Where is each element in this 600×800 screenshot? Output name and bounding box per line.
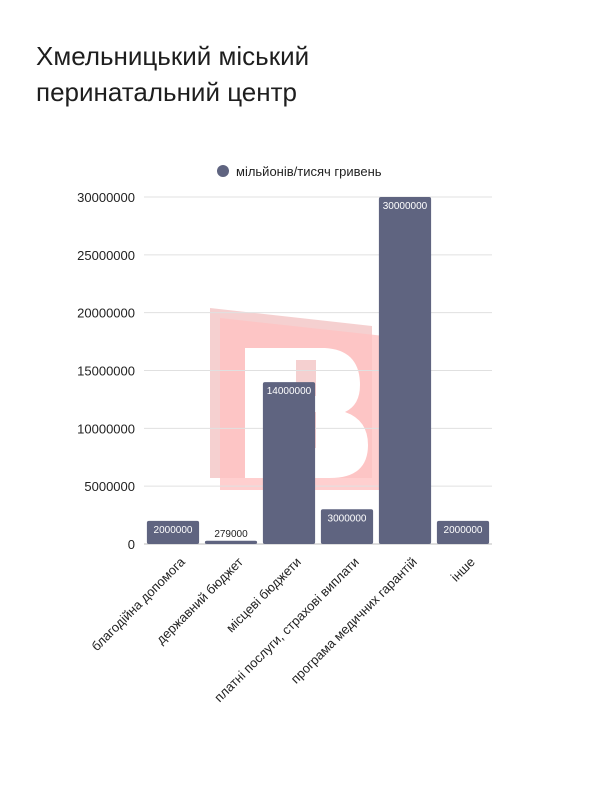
data-label: 30000000 (383, 201, 428, 212)
legend: мільйонів/тисяч гривень (217, 164, 382, 179)
bars (146, 197, 490, 544)
x-tick-label: інше (448, 554, 478, 584)
y-tick-label: 0 (128, 537, 135, 552)
x-tick-label: програма медичних гарантій (288, 554, 420, 686)
legend-marker (217, 165, 229, 177)
y-tick-label: 15000000 (77, 364, 135, 379)
y-tick-label: 25000000 (77, 248, 135, 263)
y-axis: 0 5000000 10000000 15000000 20000000 25000000… (77, 190, 135, 552)
bar (436, 520, 490, 544)
x-tick-label: благодійна допомога (88, 554, 188, 654)
y-tick-label: 30000000 (77, 190, 135, 205)
chart-title-line-1: Хмельницький міський (36, 41, 310, 71)
y-tick-label: 5000000 (84, 479, 135, 494)
data-label: 2000000 (154, 525, 193, 536)
grid-lines (144, 196, 492, 545)
data-labels: 2000000 279000 14000000 3000000 30000000 2000… (154, 201, 483, 540)
bar (204, 540, 258, 544)
y-tick-label: 10000000 (77, 421, 135, 436)
y-tick-label: 20000000 (77, 306, 135, 321)
data-label: 3000000 (328, 513, 367, 524)
data-label: 279000 (214, 529, 248, 540)
legend-label: мільйонів/тисяч гривень (236, 164, 382, 179)
data-label: 14000000 (267, 386, 312, 397)
chart-title-line-2: перинатальний центр (36, 77, 297, 107)
bar (378, 197, 432, 544)
bar (262, 382, 316, 544)
data-label: 2000000 (444, 525, 483, 536)
bar (320, 509, 374, 544)
chart-title: Хмельницький міський перинатальний центр (36, 38, 556, 110)
bar (146, 520, 200, 544)
